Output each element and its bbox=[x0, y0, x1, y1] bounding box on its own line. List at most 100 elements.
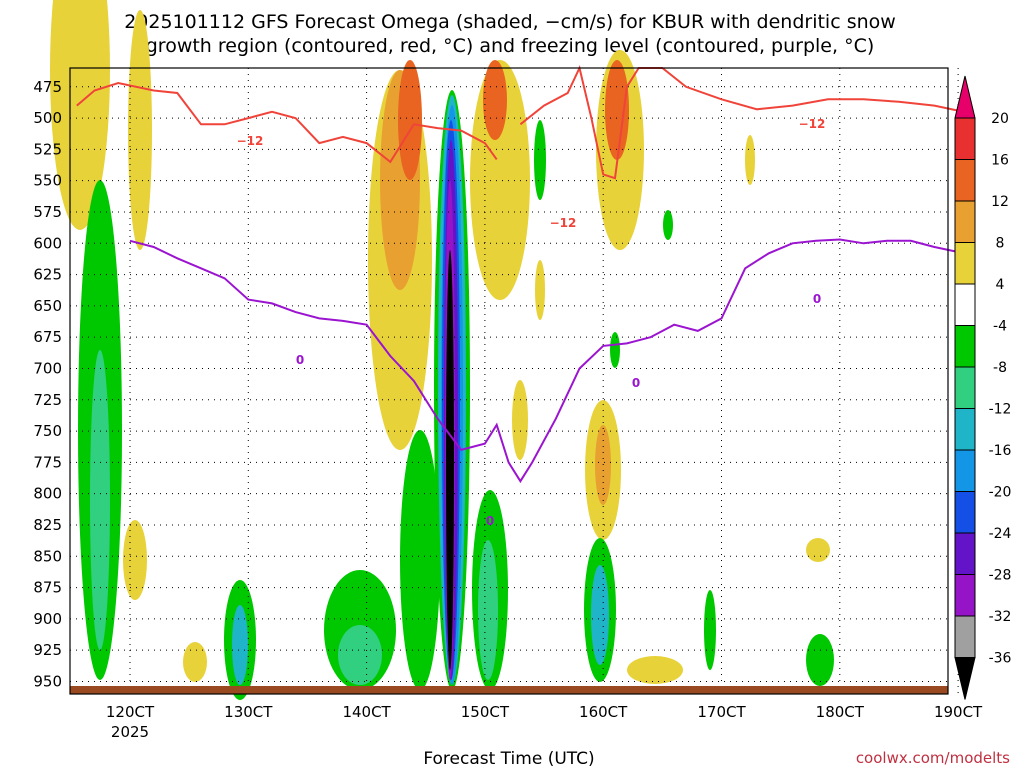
colorbar-top-arrow bbox=[954, 75, 976, 119]
colorbar-segment bbox=[954, 242, 976, 285]
omega-shade-blob bbox=[745, 135, 755, 185]
contour-label: 0 bbox=[632, 376, 640, 390]
y-tick-label: 625 bbox=[33, 266, 62, 284]
colorbar-tick-label: -36 bbox=[989, 651, 1012, 667]
x-tick-label: 160CT bbox=[579, 703, 628, 721]
omega-shade-blob bbox=[704, 590, 716, 670]
colorbar-tick-label: 4 bbox=[996, 277, 1005, 293]
colorbar-tick-label: 16 bbox=[991, 153, 1009, 169]
x-axis-tick-labels: 120CT 130CT 140CT 150CT 160CT 170CT 180CT 190CT bbox=[106, 703, 983, 721]
credit-text: coolwx.com/modelts bbox=[856, 749, 1010, 767]
colorbar-tick-label: 8 bbox=[996, 236, 1005, 252]
omega-shade-blob bbox=[232, 605, 248, 685]
plot-frame bbox=[69, 67, 949, 695]
y-tick-label: 650 bbox=[33, 297, 62, 315]
colorbar-tick-label: 12 bbox=[991, 194, 1009, 210]
y-tick-label: 950 bbox=[33, 672, 62, 690]
colorbar-bottom-arrow bbox=[954, 657, 976, 700]
x-tick-label: 190CT bbox=[934, 703, 983, 721]
colorbar-segment bbox=[954, 408, 976, 451]
contour-label: −12 bbox=[237, 134, 264, 148]
omega-shade-blob bbox=[627, 656, 683, 684]
colorbar-tick-label: -16 bbox=[989, 443, 1012, 459]
omega-shade-blob bbox=[338, 625, 382, 685]
omega-shade-blob bbox=[400, 430, 440, 690]
y-tick-label: 725 bbox=[33, 391, 62, 409]
colorbar-segment bbox=[954, 491, 976, 534]
x-axis-year-label: 2025 bbox=[111, 723, 149, 741]
omega-shade-blob bbox=[90, 350, 110, 650]
colorbar-segment bbox=[954, 159, 976, 202]
omega-shade-blob bbox=[605, 60, 629, 160]
omega-shade-blob bbox=[512, 380, 528, 460]
omega-shade-blob bbox=[50, 0, 110, 230]
colorbar-segment bbox=[954, 615, 976, 658]
contour-label: −12 bbox=[799, 117, 826, 131]
chart-title-line-1: 2025101112 GFS Forecast Omega (shaded, −… bbox=[124, 11, 896, 33]
colorbar-tick-label: -28 bbox=[989, 568, 1012, 584]
x-tick-label: 150CT bbox=[461, 703, 510, 721]
omega-shade-blob bbox=[806, 634, 834, 686]
colorbar-segment bbox=[954, 532, 976, 575]
y-tick-label: 750 bbox=[33, 422, 62, 440]
colorbar-segment bbox=[954, 449, 976, 492]
y-tick-label: 575 bbox=[33, 203, 62, 221]
y-tick-label: 675 bbox=[33, 328, 62, 346]
omega-shade-blob bbox=[535, 260, 545, 320]
y-axis-tick-labels: 475 500 525 550 575 600 625 650 675 700 725 750 775 8… bbox=[33, 78, 62, 691]
x-tick-label: 120CT bbox=[106, 703, 155, 721]
y-tick-label: 875 bbox=[33, 579, 62, 597]
x-tick-label: 170CT bbox=[697, 703, 746, 721]
colorbar: 20 16 12 8 4 -4 -8 -12 -16 -20 -24 -28 -32 -36 bbox=[954, 75, 1012, 700]
omega-shade-blob bbox=[591, 565, 609, 665]
colorbar-segment bbox=[954, 366, 976, 409]
y-tick-label: 925 bbox=[33, 641, 62, 659]
colorbar-tick-label: -32 bbox=[989, 609, 1012, 625]
colorbar-tick-label: -8 bbox=[993, 360, 1007, 376]
omega-shade-blob bbox=[534, 120, 546, 200]
omega-shade-blob bbox=[446, 250, 454, 670]
colorbar-segment bbox=[954, 117, 976, 160]
colorbar-segment bbox=[954, 325, 976, 368]
freezing-level-contour bbox=[129, 238, 959, 484]
omega-shade-blob bbox=[478, 540, 498, 680]
dotted-gridlines bbox=[70, 68, 959, 694]
contour-label: 0 bbox=[486, 514, 494, 528]
plot-area: −12 −12 −12 0 0 0 0 bbox=[50, 0, 959, 700]
omega-shade-blob bbox=[123, 520, 147, 600]
colorbar-tick-label: 20 bbox=[991, 111, 1009, 127]
colorbar-segment bbox=[954, 574, 976, 617]
y-tick-label: 525 bbox=[33, 140, 62, 158]
y-tick-label: 900 bbox=[33, 610, 62, 628]
colorbar-tick-label: -12 bbox=[989, 402, 1012, 418]
y-tick-label: 550 bbox=[33, 172, 62, 190]
omega-shade-blob bbox=[128, 10, 152, 250]
omega-shade-blob bbox=[398, 60, 422, 180]
omega-shade-blob bbox=[806, 538, 830, 562]
omega-shade-blob bbox=[183, 642, 207, 682]
y-tick-label: 775 bbox=[33, 453, 62, 471]
omega-shade-blob bbox=[663, 210, 673, 240]
y-tick-label: 500 bbox=[33, 109, 62, 127]
omega-shading-layer bbox=[50, 0, 834, 700]
omega-shade-blob bbox=[610, 332, 620, 368]
y-tick-label: 700 bbox=[33, 359, 62, 377]
y-tick-label: 825 bbox=[33, 516, 62, 534]
colorbar-tick-label: -20 bbox=[989, 485, 1012, 501]
y-tick-label: 800 bbox=[33, 485, 62, 503]
terrain-ground-strip bbox=[70, 686, 948, 694]
x-tick-label: 130CT bbox=[224, 703, 273, 721]
y-tick-label: 475 bbox=[33, 78, 62, 96]
dgz-contour bbox=[76, 81, 498, 164]
x-axis-label: Forecast Time (UTC) bbox=[423, 749, 594, 768]
chart-title-line-2: growth region (contoured, red, °C) and f… bbox=[146, 35, 875, 57]
colorbar-segment bbox=[954, 283, 976, 326]
contour-label: 0 bbox=[296, 353, 304, 367]
y-tick-label: 850 bbox=[33, 547, 62, 565]
y-tick-label: 600 bbox=[33, 234, 62, 252]
colorbar-tick-label: -4 bbox=[993, 319, 1007, 335]
x-tick-label: 140CT bbox=[342, 703, 391, 721]
omega-shade-blob bbox=[483, 60, 507, 140]
contour-label: −12 bbox=[550, 216, 577, 230]
